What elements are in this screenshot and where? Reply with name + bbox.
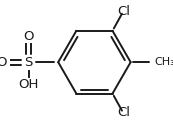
Text: S: S <box>25 56 33 69</box>
Text: O: O <box>24 30 34 43</box>
Text: O: O <box>0 56 7 69</box>
Text: OH: OH <box>19 78 39 92</box>
Text: Cl: Cl <box>117 5 130 18</box>
Text: CH₃: CH₃ <box>154 57 173 67</box>
Text: Cl: Cl <box>117 107 130 120</box>
